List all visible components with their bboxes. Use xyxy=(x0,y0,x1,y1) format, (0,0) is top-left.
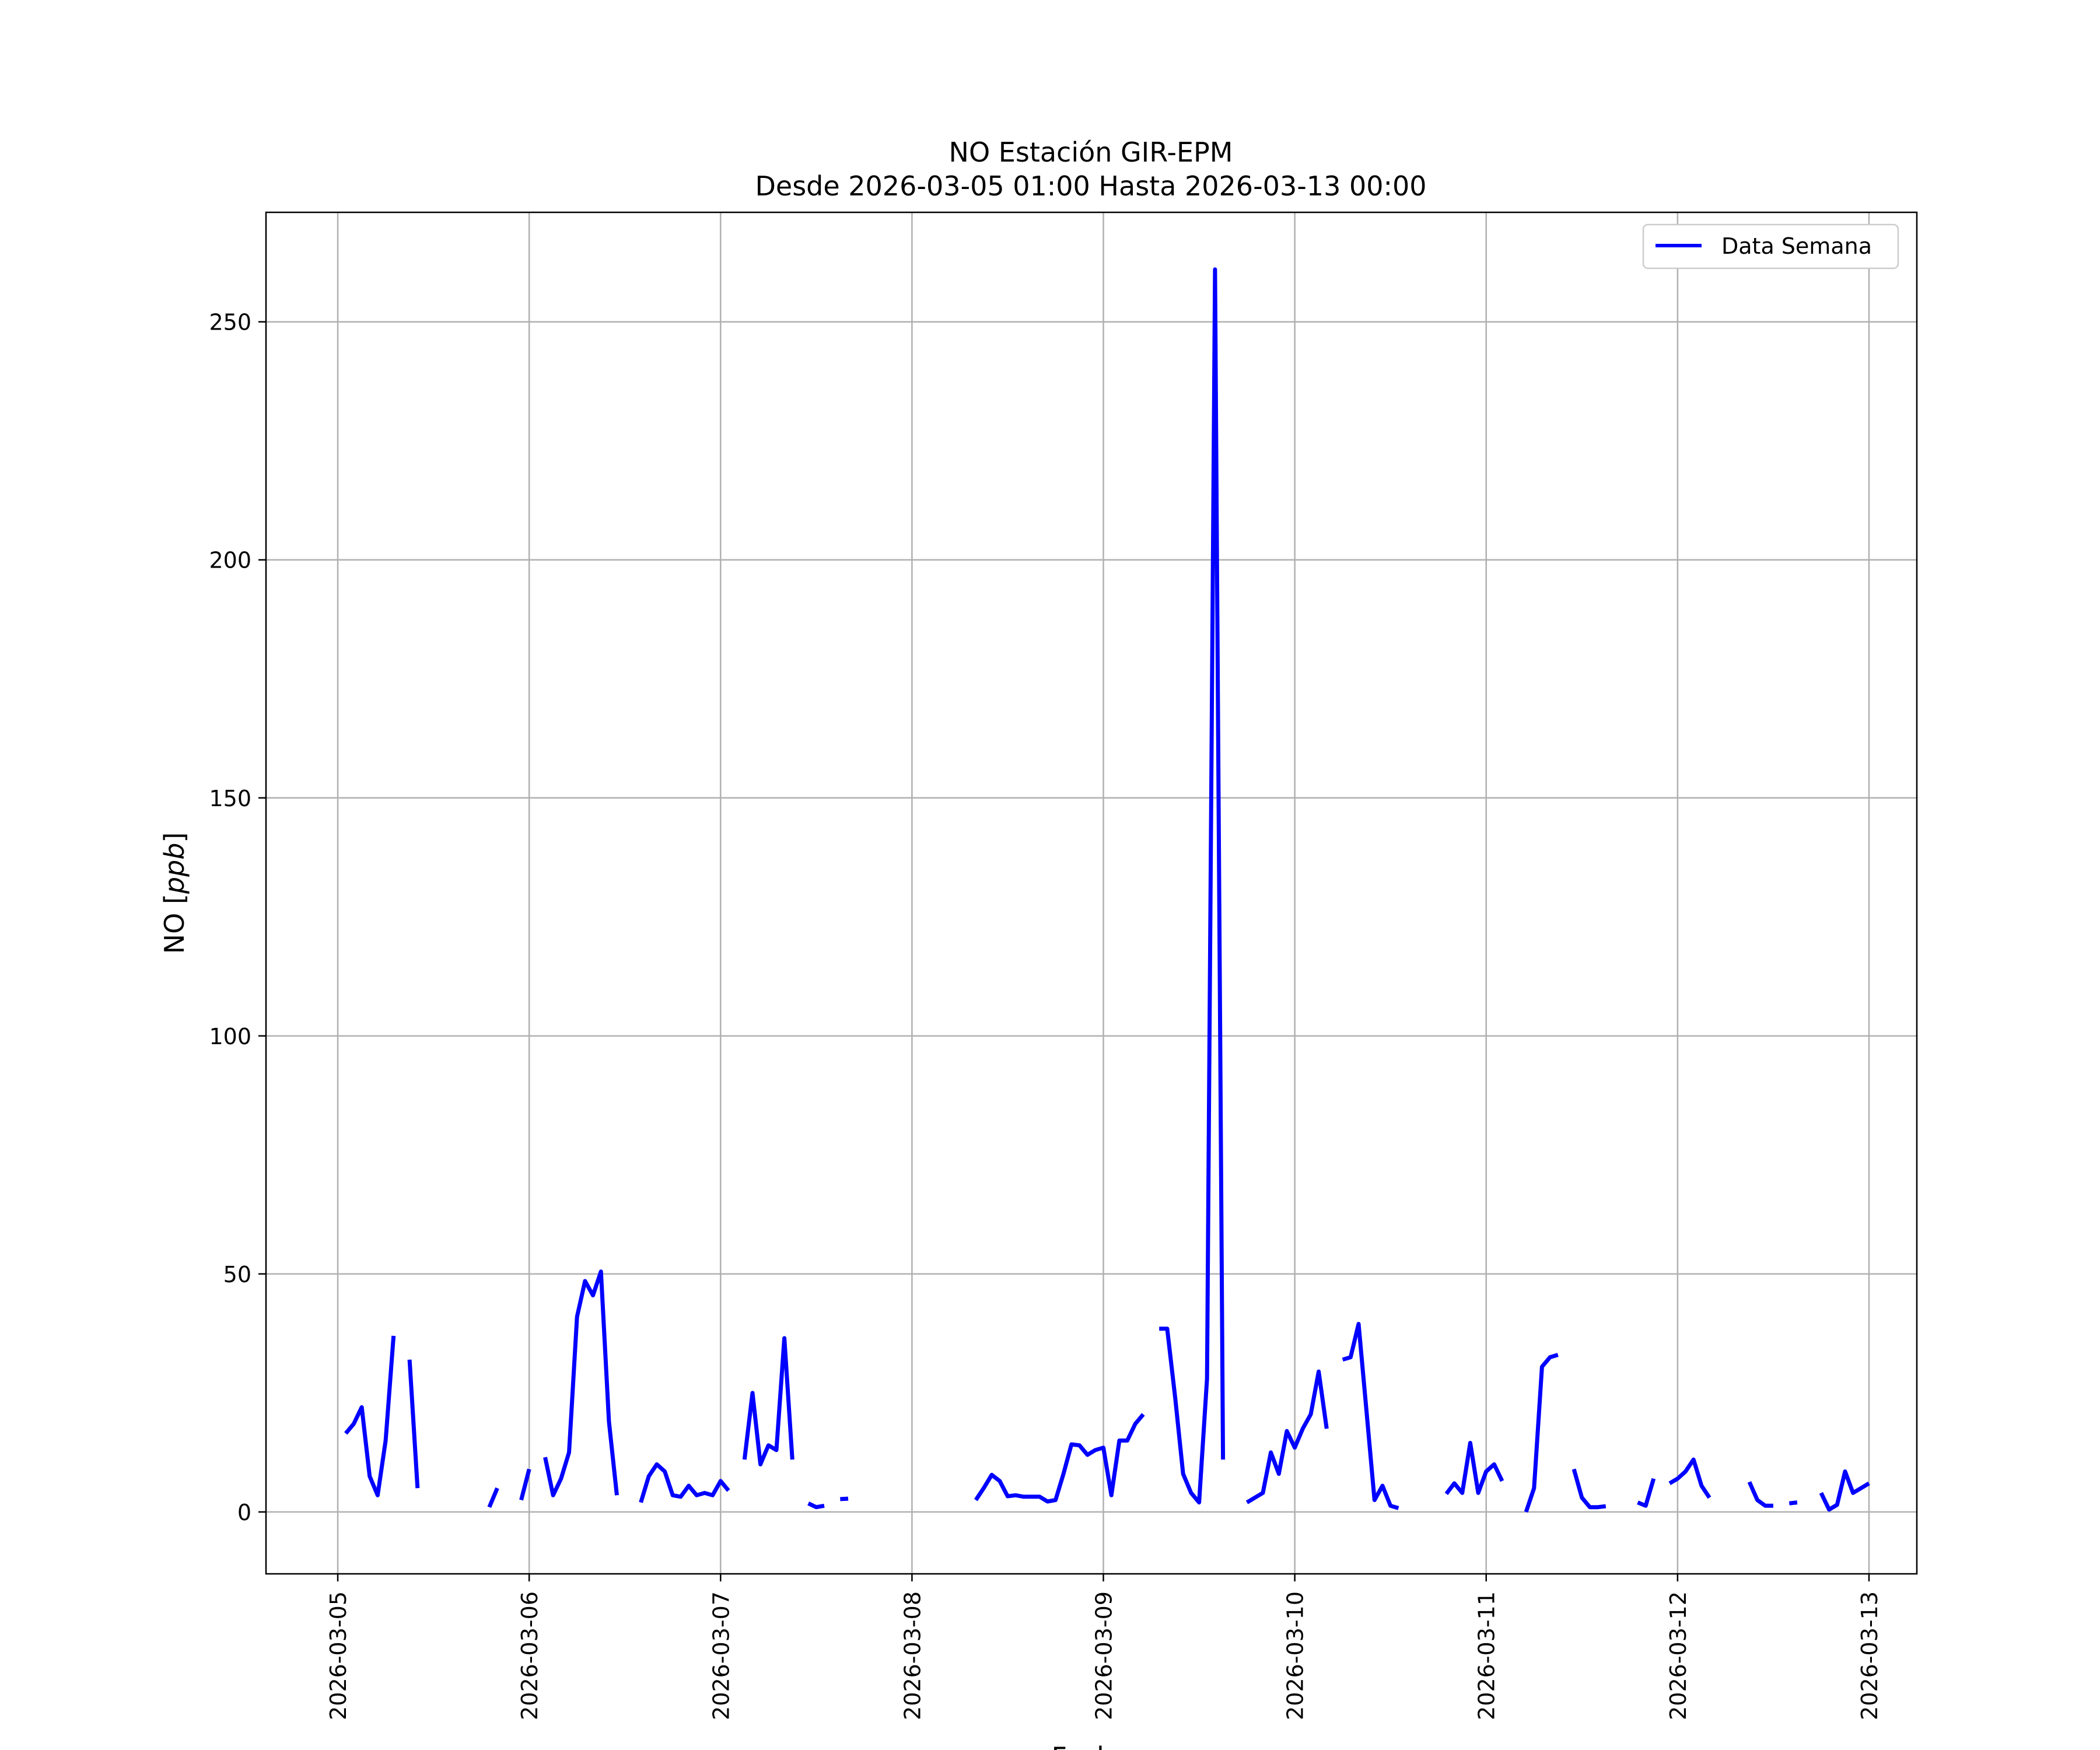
series-line-segment xyxy=(543,1269,619,1497)
series-line-segment xyxy=(974,1413,1145,1504)
chart-subtitle: Desde 2026-03-05 01:00 Hasta 2026-03-13 … xyxy=(755,170,1426,202)
y-tick-label: 250 xyxy=(209,310,251,335)
series-line-segment xyxy=(1637,1478,1656,1508)
series-line-segment xyxy=(1747,1481,1773,1508)
x-tick-label: 2026-03-09 xyxy=(1091,1591,1117,1720)
legend: Data Semana xyxy=(1642,223,1899,270)
series-line-segment xyxy=(639,1462,730,1503)
chart-title: NO Estación GIR-EPM xyxy=(949,136,1233,168)
grid xyxy=(266,212,1917,1574)
y-tick-label: 200 xyxy=(209,548,251,573)
y-tick-label: 50 xyxy=(223,1262,251,1287)
y-tick-label: 150 xyxy=(209,786,251,811)
series-line-segment xyxy=(1819,1469,1870,1512)
series-line-segment xyxy=(407,1359,420,1489)
series-line-segment xyxy=(519,1468,531,1501)
x-tick-label: 2026-03-12 xyxy=(1665,1591,1691,1720)
y-tick-label: 100 xyxy=(209,1024,251,1049)
series-line-segment xyxy=(1342,1322,1399,1510)
x-tick-label: 2026-03-11 xyxy=(1474,1591,1500,1720)
x-tick-label: 2026-03-10 xyxy=(1283,1591,1308,1720)
plot-frame xyxy=(265,211,1918,1575)
x-tick-label: 2026-03-06 xyxy=(517,1591,542,1720)
x-tick-label: 2026-03-05 xyxy=(326,1591,351,1720)
series-line-segment xyxy=(1159,267,1226,1505)
series-line-segment xyxy=(1245,1369,1329,1504)
series-line-segment xyxy=(1668,1457,1712,1499)
axis-ticks: 2026-03-05 2026-03-06 2026-03-07 2026-03-08… xyxy=(209,310,1882,1720)
series-line-segment xyxy=(487,1487,499,1508)
x-tick-label: 2026-03-13 xyxy=(1857,1591,1882,1720)
series-line-segment xyxy=(807,1502,825,1510)
y-tick-label: 0 xyxy=(237,1500,251,1525)
x-tick-label: 2026-03-07 xyxy=(708,1591,734,1720)
series-line-segment xyxy=(1572,1468,1606,1510)
series-line-segment xyxy=(1524,1353,1559,1513)
series-line-segment xyxy=(1788,1500,1798,1506)
series-line-segment xyxy=(742,1336,794,1466)
legend-box xyxy=(1642,223,1899,270)
y-axis-label: NO [ppb] xyxy=(159,832,190,954)
series-line-segment xyxy=(344,1335,396,1497)
data-series-lines xyxy=(344,267,1870,1513)
x-axis-label: Fecha xyxy=(1052,1741,1130,1750)
legend-label: Data Semana xyxy=(1721,233,1872,259)
x-tick-label: 2026-03-08 xyxy=(900,1591,925,1720)
series-line-segment xyxy=(1444,1441,1504,1496)
